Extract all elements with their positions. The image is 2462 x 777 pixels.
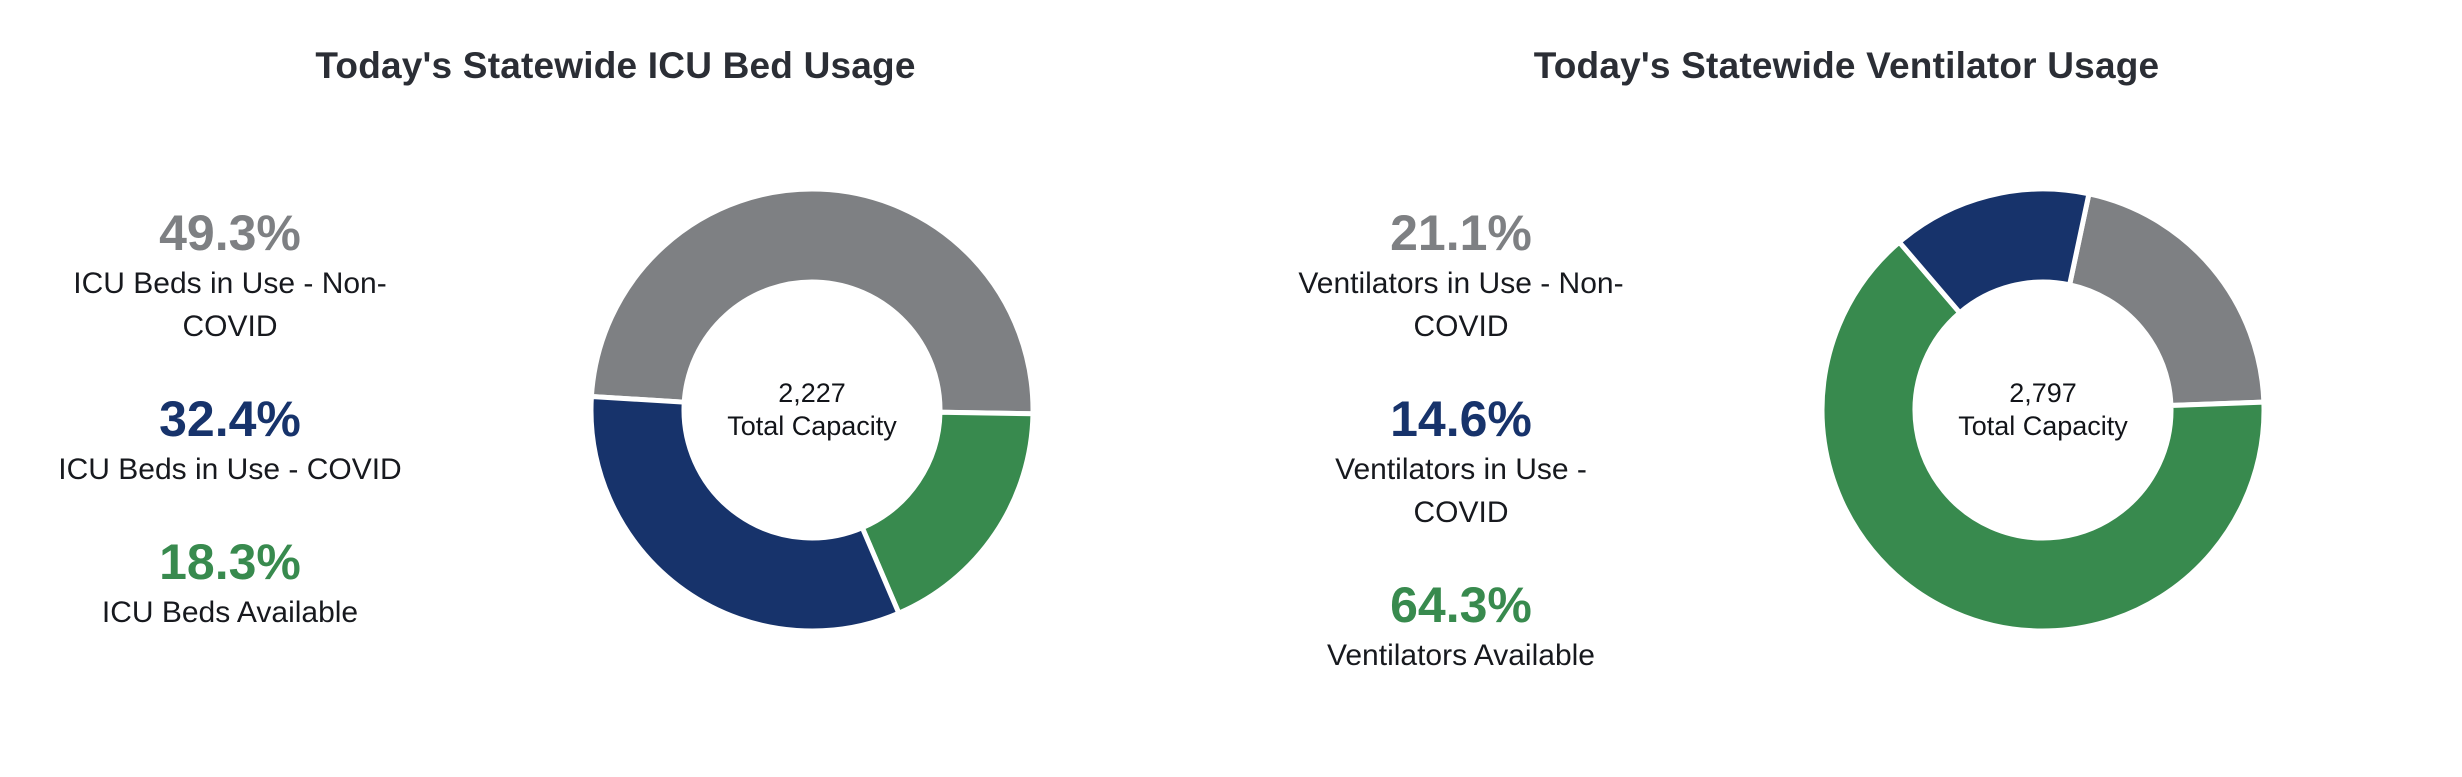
ventilator-total-capacity-label: Total Capacity — [1958, 411, 2128, 441]
donut-slice[interactable] — [1895, 186, 2092, 317]
icu-total-capacity-value: 2,227 — [778, 378, 846, 408]
stat-vent-covid: 14.6% Ventilators in Use - COVID — [1276, 394, 1646, 534]
ventilator-total-capacity-value: 2,797 — [2009, 378, 2077, 408]
stat-value: 49.3% — [159, 205, 301, 261]
stat-label: ICU Beds in Use - COVID — [58, 453, 402, 486]
icu-chart-title: Today's Statewide ICU Bed Usage — [315, 44, 916, 86]
icu-donut-svg[interactable] — [584, 182, 1040, 638]
ventilator-donut-center-label: 2,797 Total Capacity — [1958, 377, 2128, 443]
ventilator-usage-panel: Today's Statewide Ventilator Usage 21.1%… — [1231, 0, 2462, 777]
donut-slice[interactable] — [2066, 190, 2267, 409]
icu-stats-list: 49.3% ICU Beds in Use - Non- COVID 32.4%… — [45, 208, 415, 634]
stat-label: Ventilators in Use - COVID — [1335, 453, 1587, 529]
ventilator-donut-chart[interactable] — [1815, 182, 2271, 638]
stat-label: Ventilators in Use - Non- COVID — [1298, 267, 1624, 343]
stat-value: 21.1% — [1390, 205, 1532, 261]
donut-slice[interactable] — [1819, 238, 2267, 634]
stat-icu-noncovid: 49.3% ICU Beds in Use - Non- COVID — [45, 208, 415, 348]
icu-bed-usage-panel: Today's Statewide ICU Bed Usage 49.3% IC… — [45, 44, 1040, 638]
stat-icu-covid: 32.4% ICU Beds in Use - COVID — [45, 394, 415, 491]
ventilator-chart-title: Today's Statewide Ventilator Usage — [1533, 44, 2160, 86]
stat-value: 64.3% — [1390, 577, 1532, 633]
stat-vent-noncovid: 21.1% Ventilators in Use - Non- COVID — [1276, 208, 1646, 348]
stat-label: ICU Beds in Use - Non- COVID — [73, 267, 387, 343]
stat-value: 18.3% — [159, 534, 301, 590]
stat-label: ICU Beds Available — [101, 596, 359, 629]
donut-slice[interactable] — [859, 409, 1036, 617]
stat-vent-available: 64.3% Ventilators Available — [1276, 580, 1646, 677]
icu-total-capacity-label: Total Capacity — [727, 411, 897, 441]
donut-slice[interactable] — [588, 393, 903, 634]
stat-label: Ventilators Available — [1327, 639, 1595, 672]
icu-donut-chart[interactable] — [584, 182, 1040, 638]
ventilator-donut-svg[interactable] — [1815, 182, 2271, 638]
stat-value: 14.6% — [1390, 391, 1532, 447]
stat-icu-available: 18.3% ICU Beds Available — [45, 537, 415, 634]
stat-value: 32.4% — [159, 391, 301, 447]
ventilator-stats-list: 21.1% Ventilators in Use - Non- COVID 14… — [1276, 208, 1646, 677]
icu-donut-center-label: 2,227 Total Capacity — [727, 377, 897, 443]
donut-slice[interactable] — [588, 186, 1036, 417]
